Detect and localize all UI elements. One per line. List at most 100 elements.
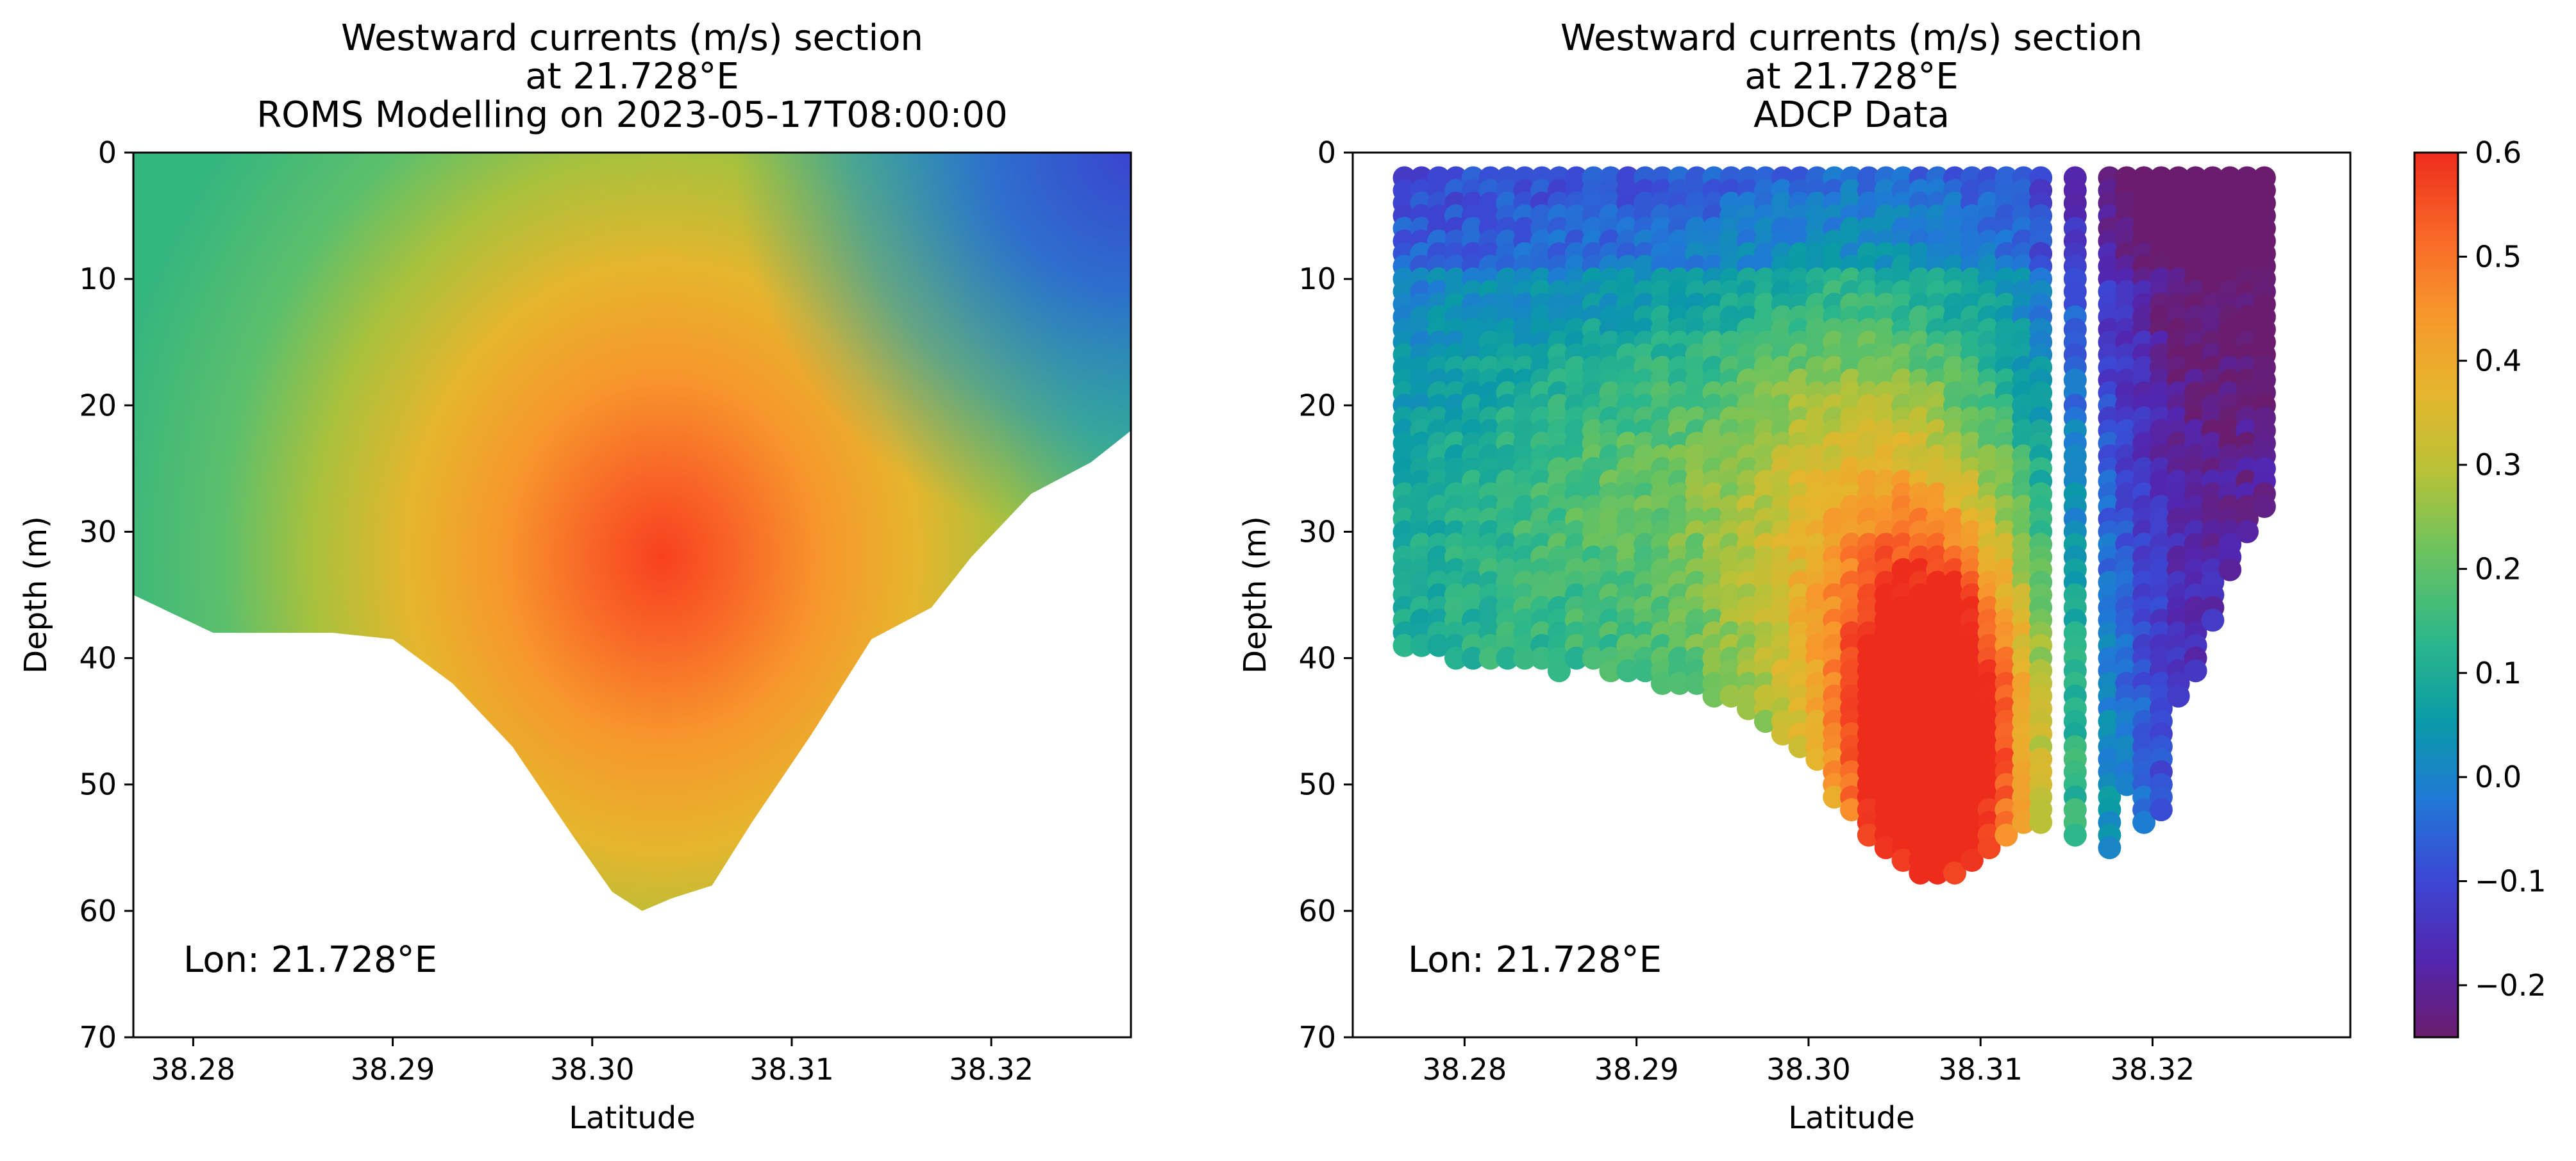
roms-xtick-label: 38.28 <box>151 1052 236 1087</box>
adcp-point <box>1995 823 2018 847</box>
roms-axis-ticks: 38.28 38.29 38.30 38.31 38.32 0 10 20 30 40 50 60 70 <box>79 135 1033 1087</box>
adcp-point <box>1805 748 1829 771</box>
colorbar-tick-label: 0.3 <box>2475 447 2522 482</box>
roms-ytick-label: 40 <box>79 641 117 676</box>
roms-ytick-label: 20 <box>79 388 117 422</box>
colorbar-gradient <box>2413 151 2459 1039</box>
adcp-point <box>1857 823 1880 847</box>
colorbar-tick-label: 0.1 <box>2475 656 2522 690</box>
colorbar-ticks: −0.2 −0.1 0.0 0.1 0.2 0.3 0.4 0.5 0.6 <box>2458 135 2547 1003</box>
adcp-point <box>1616 659 1640 683</box>
adcp-xtick-label: 38.31 <box>1938 1052 2023 1087</box>
adcp-point <box>1788 735 1812 758</box>
adcp-point <box>1823 785 1846 809</box>
adcp-point <box>1547 659 1571 683</box>
roms-ytick-label: 60 <box>79 894 117 928</box>
adcp-point <box>1685 672 1709 695</box>
adcp-point <box>1444 646 1468 670</box>
colorbar: −0.2 −0.1 0.0 0.1 0.2 0.3 0.4 0.5 0.6 <box>2413 135 2547 1039</box>
adcp-point <box>1634 659 1657 683</box>
roms-lon-annotation: Lon: 21.728°E <box>183 939 437 981</box>
adcp-point <box>1393 633 1416 657</box>
adcp-point <box>1753 710 1777 733</box>
adcp-point <box>1960 849 1984 872</box>
roms-xtick-label: 38.31 <box>749 1052 834 1087</box>
adcp-ytick-label: 70 <box>1298 1020 1336 1055</box>
adcp-axis-ticks: 38.28 38.29 38.30 38.31 38.32 0 10 20 30 40 50 60 70 <box>1298 135 2195 1087</box>
adcp-point <box>2201 608 2225 632</box>
adcp-point <box>1599 659 1623 683</box>
adcp-panel: Westward currents (m/s) section at 21.72… <box>1237 17 2352 1136</box>
roms-ytick-label: 10 <box>79 262 117 296</box>
adcp-plot-frame <box>1351 151 2352 1039</box>
roms-ytick-label: 30 <box>79 514 117 549</box>
adcp-point <box>1564 646 1588 670</box>
roms-plot-frame <box>132 151 1132 1039</box>
colorbar-tick-label: −0.1 <box>2475 864 2547 898</box>
adcp-xlabel: Latitude <box>1788 1100 1915 1136</box>
colorbar-tick-label: 0.0 <box>2475 760 2522 794</box>
colorbar-tick-label: 0.5 <box>2475 239 2522 274</box>
adcp-point <box>2184 659 2207 683</box>
adcp-point <box>1874 836 1898 860</box>
adcp-point <box>2149 798 2173 822</box>
adcp-point <box>1943 861 1966 885</box>
adcp-point <box>1840 798 1863 822</box>
adcp-ylabel: Depth (m) <box>1237 516 1273 674</box>
adcp-point <box>2218 558 2242 581</box>
colorbar-tick-label: 0.6 <box>2475 135 2522 170</box>
roms-title-line-2: at 21.728°E <box>525 56 739 97</box>
adcp-lon-annotation: Lon: 21.728°E <box>1408 939 1662 981</box>
adcp-ytick-label: 50 <box>1298 767 1336 802</box>
adcp-point <box>1891 849 1915 872</box>
adcp-title-line-3: ADCP Data <box>1753 94 1950 136</box>
roms-xtick-label: 38.29 <box>351 1052 435 1087</box>
adcp-point <box>2115 773 2139 796</box>
roms-title-line-3: ROMS Modelling on 2023-05-17T08:00:00 <box>256 94 1007 136</box>
adcp-point <box>2132 810 2156 834</box>
adcp-xtick-label: 38.29 <box>1594 1052 1679 1087</box>
adcp-point <box>1530 646 1554 670</box>
adcp-xtick-label: 38.32 <box>2111 1052 2195 1087</box>
adcp-ytick-label: 60 <box>1298 894 1336 928</box>
adcp-ytick-label: 10 <box>1298 262 1336 296</box>
roms-xtick-label: 38.32 <box>949 1052 1033 1087</box>
adcp-point <box>1496 646 1519 670</box>
adcp-point <box>1977 836 2001 860</box>
adcp-point <box>1650 672 1674 695</box>
adcp-point <box>1461 646 1485 670</box>
colorbar-tick-label: −0.2 <box>2475 968 2547 1003</box>
roms-title-line-1: Westward currents (m/s) section <box>341 17 923 59</box>
roms-ylabel: Depth (m) <box>18 516 54 674</box>
adcp-point <box>2252 495 2276 518</box>
colorbar-tick-label: 0.4 <box>2475 344 2522 378</box>
adcp-xtick-label: 38.30 <box>1766 1052 1851 1087</box>
adcp-point <box>1719 684 1743 708</box>
adcp-point <box>2236 520 2259 544</box>
adcp-point <box>1513 646 1537 670</box>
adcp-point <box>1582 646 1605 670</box>
adcp-ytick-label: 0 <box>1317 135 1336 170</box>
adcp-point <box>2098 836 2121 860</box>
adcp-title-line-2: at 21.728°E <box>1744 56 1958 97</box>
adcp-point <box>1737 697 1760 721</box>
roms-ytick-label: 70 <box>79 1020 117 1055</box>
adcp-ytick-label: 30 <box>1298 514 1336 549</box>
adcp-xtick-label: 38.28 <box>1423 1052 1507 1087</box>
adcp-point <box>1771 722 1794 746</box>
roms-xlabel: Latitude <box>569 1100 696 1136</box>
adcp-title-line-1: Westward currents (m/s) section <box>1560 17 2143 59</box>
adcp-point <box>1668 672 1691 695</box>
adcp-ytick-label: 20 <box>1298 388 1336 422</box>
adcp-point <box>1427 633 1451 657</box>
adcp-point <box>2166 684 2190 708</box>
adcp-ytick-label: 40 <box>1298 641 1336 676</box>
adcp-point <box>2029 810 2053 834</box>
colorbar-tick-label: 0.2 <box>2475 551 2522 586</box>
adcp-point <box>1702 684 1726 708</box>
roms-current-field-blue-region <box>133 153 1131 911</box>
roms-panel: Westward currents (m/s) section at 21.72… <box>18 17 1132 1136</box>
adcp-point <box>1478 646 1502 670</box>
adcp-point <box>1909 861 1932 885</box>
